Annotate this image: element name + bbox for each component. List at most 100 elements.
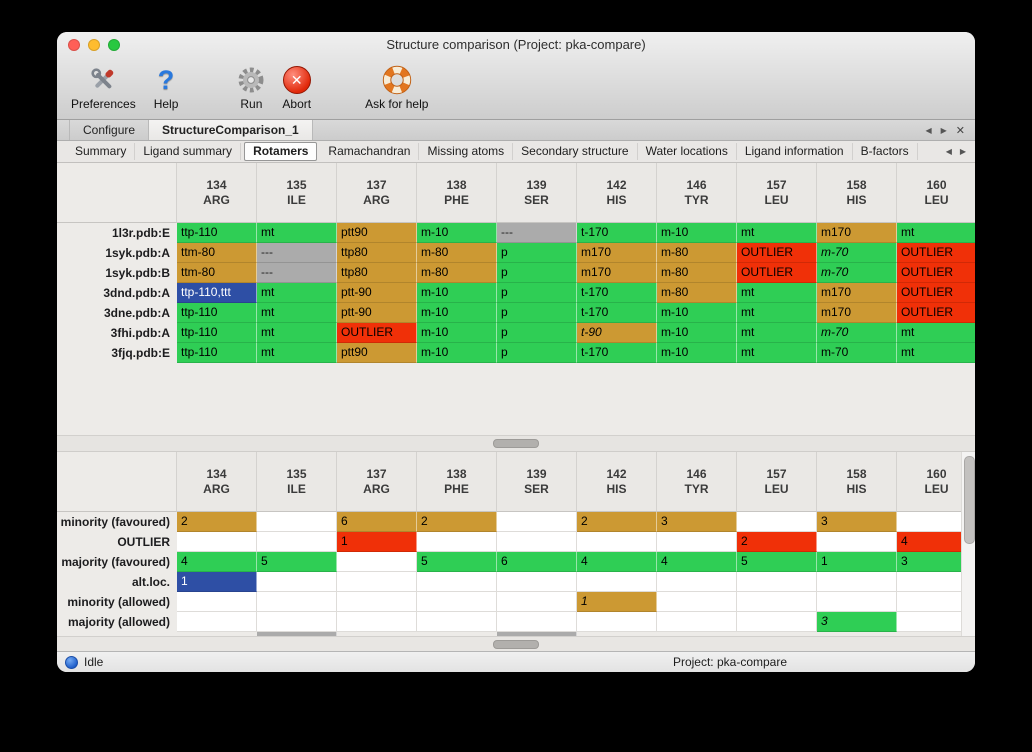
- summary-count-cell[interactable]: [737, 612, 817, 632]
- column-header-residue[interactable]: 158 HIS: [817, 452, 897, 512]
- rotamer-cell[interactable]: ptt-90: [337, 283, 417, 303]
- row-label[interactable]: 3dne.pdb:A: [104, 306, 170, 320]
- rotamer-cell[interactable]: ttp80: [337, 243, 417, 263]
- column-header-residue[interactable]: 137 ARG: [337, 452, 417, 512]
- summary-count-cell[interactable]: [577, 532, 657, 552]
- rotamer-cell[interactable]: m170: [817, 223, 897, 243]
- row-label[interactable]: OUTLIER: [117, 535, 170, 549]
- summary-count-cell[interactable]: 2: [737, 532, 817, 552]
- rotamer-cell[interactable]: m-70: [817, 263, 897, 283]
- summary-count-cell[interactable]: [177, 612, 257, 632]
- rotamer-cell[interactable]: mt: [897, 323, 975, 343]
- rotamer-cell[interactable]: p: [497, 283, 577, 303]
- rotamer-cell[interactable]: ttp-110: [177, 343, 257, 363]
- rotamer-cell[interactable]: m-80: [417, 243, 497, 263]
- summary-count-cell[interactable]: [657, 572, 737, 592]
- rotamer-cell[interactable]: ttp-110: [177, 223, 257, 243]
- summary-count-cell[interactable]: 5: [417, 552, 497, 572]
- summary-count-cell[interactable]: [737, 592, 817, 612]
- rotamer-cell[interactable]: mt: [737, 303, 817, 323]
- rotamer-cell[interactable]: m-70: [817, 243, 897, 263]
- rotamer-cell[interactable]: mt: [257, 343, 337, 363]
- column-header-residue[interactable]: 146 TYR: [657, 163, 737, 223]
- rotamer-cell[interactable]: p: [497, 263, 577, 283]
- summary-count-cell[interactable]: [897, 592, 975, 612]
- tab-structure-comparison-1[interactable]: StructureComparison_1: [149, 120, 313, 140]
- summary-count-cell[interactable]: [417, 612, 497, 632]
- row-label[interactable]: 1l3r.pdb:E: [111, 226, 170, 240]
- summary-count-cell[interactable]: [737, 512, 817, 532]
- summary-count-cell[interactable]: [737, 572, 817, 592]
- rotamer-cell[interactable]: mt: [897, 343, 975, 363]
- rotamer-cell[interactable]: m-10: [417, 343, 497, 363]
- rotamer-cell[interactable]: m-10: [657, 343, 737, 363]
- column-header-residue[interactable]: 142 HIS: [577, 452, 657, 512]
- rotamer-cell[interactable]: t-170: [577, 303, 657, 323]
- vertical-scrollbar[interactable]: [961, 452, 975, 636]
- summary-count-cell[interactable]: 6: [497, 552, 577, 572]
- row-label[interactable]: alt.loc.: [131, 575, 170, 589]
- column-header-residue[interactable]: 146 TYR: [657, 452, 737, 512]
- summary-count-cell[interactable]: [257, 612, 337, 632]
- subtab-summary[interactable]: Summary: [67, 143, 136, 160]
- vertical-scrollbar-thumb[interactable]: [964, 456, 975, 544]
- help-button[interactable]: ? Help: [148, 60, 185, 116]
- rotamer-cell[interactable]: m-80: [657, 283, 737, 303]
- summary-count-cell[interactable]: [577, 572, 657, 592]
- rotamer-cell[interactable]: mt: [257, 223, 337, 243]
- column-header-residue[interactable]: 160 LEU: [897, 163, 975, 223]
- column-header-residue[interactable]: 139 SER: [497, 452, 577, 512]
- subtab-missing-atoms[interactable]: Missing atoms: [419, 143, 514, 160]
- summary-count-cell[interactable]: [897, 512, 975, 532]
- summary-count-cell[interactable]: 3: [817, 512, 897, 532]
- rotamer-cell[interactable]: t-170: [577, 343, 657, 363]
- row-label[interactable]: minority (allowed): [67, 595, 170, 609]
- summary-count-cell[interactable]: [177, 532, 257, 552]
- summary-count-cell[interactable]: 6: [337, 512, 417, 532]
- summary-count-cell[interactable]: [417, 532, 497, 552]
- rotamer-cell[interactable]: m-10: [417, 323, 497, 343]
- rotamer-cell[interactable]: m-10: [657, 303, 737, 323]
- summary-count-cell[interactable]: [257, 572, 337, 592]
- rotamer-cell[interactable]: m-70: [817, 323, 897, 343]
- summary-count-cell[interactable]: [257, 532, 337, 552]
- subtab-ramachandran[interactable]: Ramachandran: [320, 143, 420, 160]
- rotamer-cell[interactable]: ptt-90: [337, 303, 417, 323]
- rotamer-cell[interactable]: m-80: [417, 263, 497, 283]
- rotamer-cell[interactable]: ---: [497, 223, 577, 243]
- zoom-window-button[interactable]: [108, 39, 120, 51]
- column-header-residue[interactable]: 158 HIS: [817, 163, 897, 223]
- summary-count-cell[interactable]: 1: [177, 572, 257, 592]
- horizontal-scrollbar-thumb[interactable]: [493, 639, 539, 649]
- column-header-residue[interactable]: 135 ILE: [257, 452, 337, 512]
- summary-count-cell[interactable]: [817, 592, 897, 612]
- preferences-button[interactable]: Preferences: [65, 60, 142, 116]
- rotamer-cell[interactable]: p: [497, 243, 577, 263]
- column-header-residue[interactable]: 142 HIS: [577, 163, 657, 223]
- row-label[interactable]: 3fjq.pdb:E: [111, 346, 170, 360]
- rotamer-cell[interactable]: m-80: [657, 243, 737, 263]
- summary-count-cell[interactable]: [257, 592, 337, 612]
- minimize-window-button[interactable]: [88, 39, 100, 51]
- summary-count-cell[interactable]: [497, 572, 577, 592]
- subtab-prev-icon[interactable]: ◀: [945, 147, 952, 156]
- column-header-residue[interactable]: 134 ARG: [177, 163, 257, 223]
- column-header-residue[interactable]: 134 ARG: [177, 452, 257, 512]
- summary-count-cell[interactable]: 5: [737, 552, 817, 572]
- rotamer-cell[interactable]: ttp-110: [177, 323, 257, 343]
- summary-count-cell[interactable]: 5: [257, 552, 337, 572]
- rotamer-cell[interactable]: OUTLIER: [737, 263, 817, 283]
- summary-count-cell[interactable]: 3: [817, 612, 897, 632]
- column-header-residue[interactable]: 138 PHE: [417, 452, 497, 512]
- subtab-next-icon[interactable]: ▶: [959, 147, 966, 156]
- subtab-rotamers[interactable]: Rotamers: [244, 142, 318, 161]
- splitter-grip[interactable]: [493, 439, 539, 448]
- summary-count-cell[interactable]: 2: [177, 512, 257, 532]
- summary-count-cell[interactable]: [337, 612, 417, 632]
- rotamer-cell[interactable]: OUTLIER: [897, 303, 975, 323]
- summary-count-cell[interactable]: [577, 612, 657, 632]
- rotamer-cell[interactable]: ---: [257, 243, 337, 263]
- rotamer-cell[interactable]: m-10: [657, 223, 737, 243]
- rotamer-cell[interactable]: t-90: [577, 323, 657, 343]
- close-window-button[interactable]: [68, 39, 80, 51]
